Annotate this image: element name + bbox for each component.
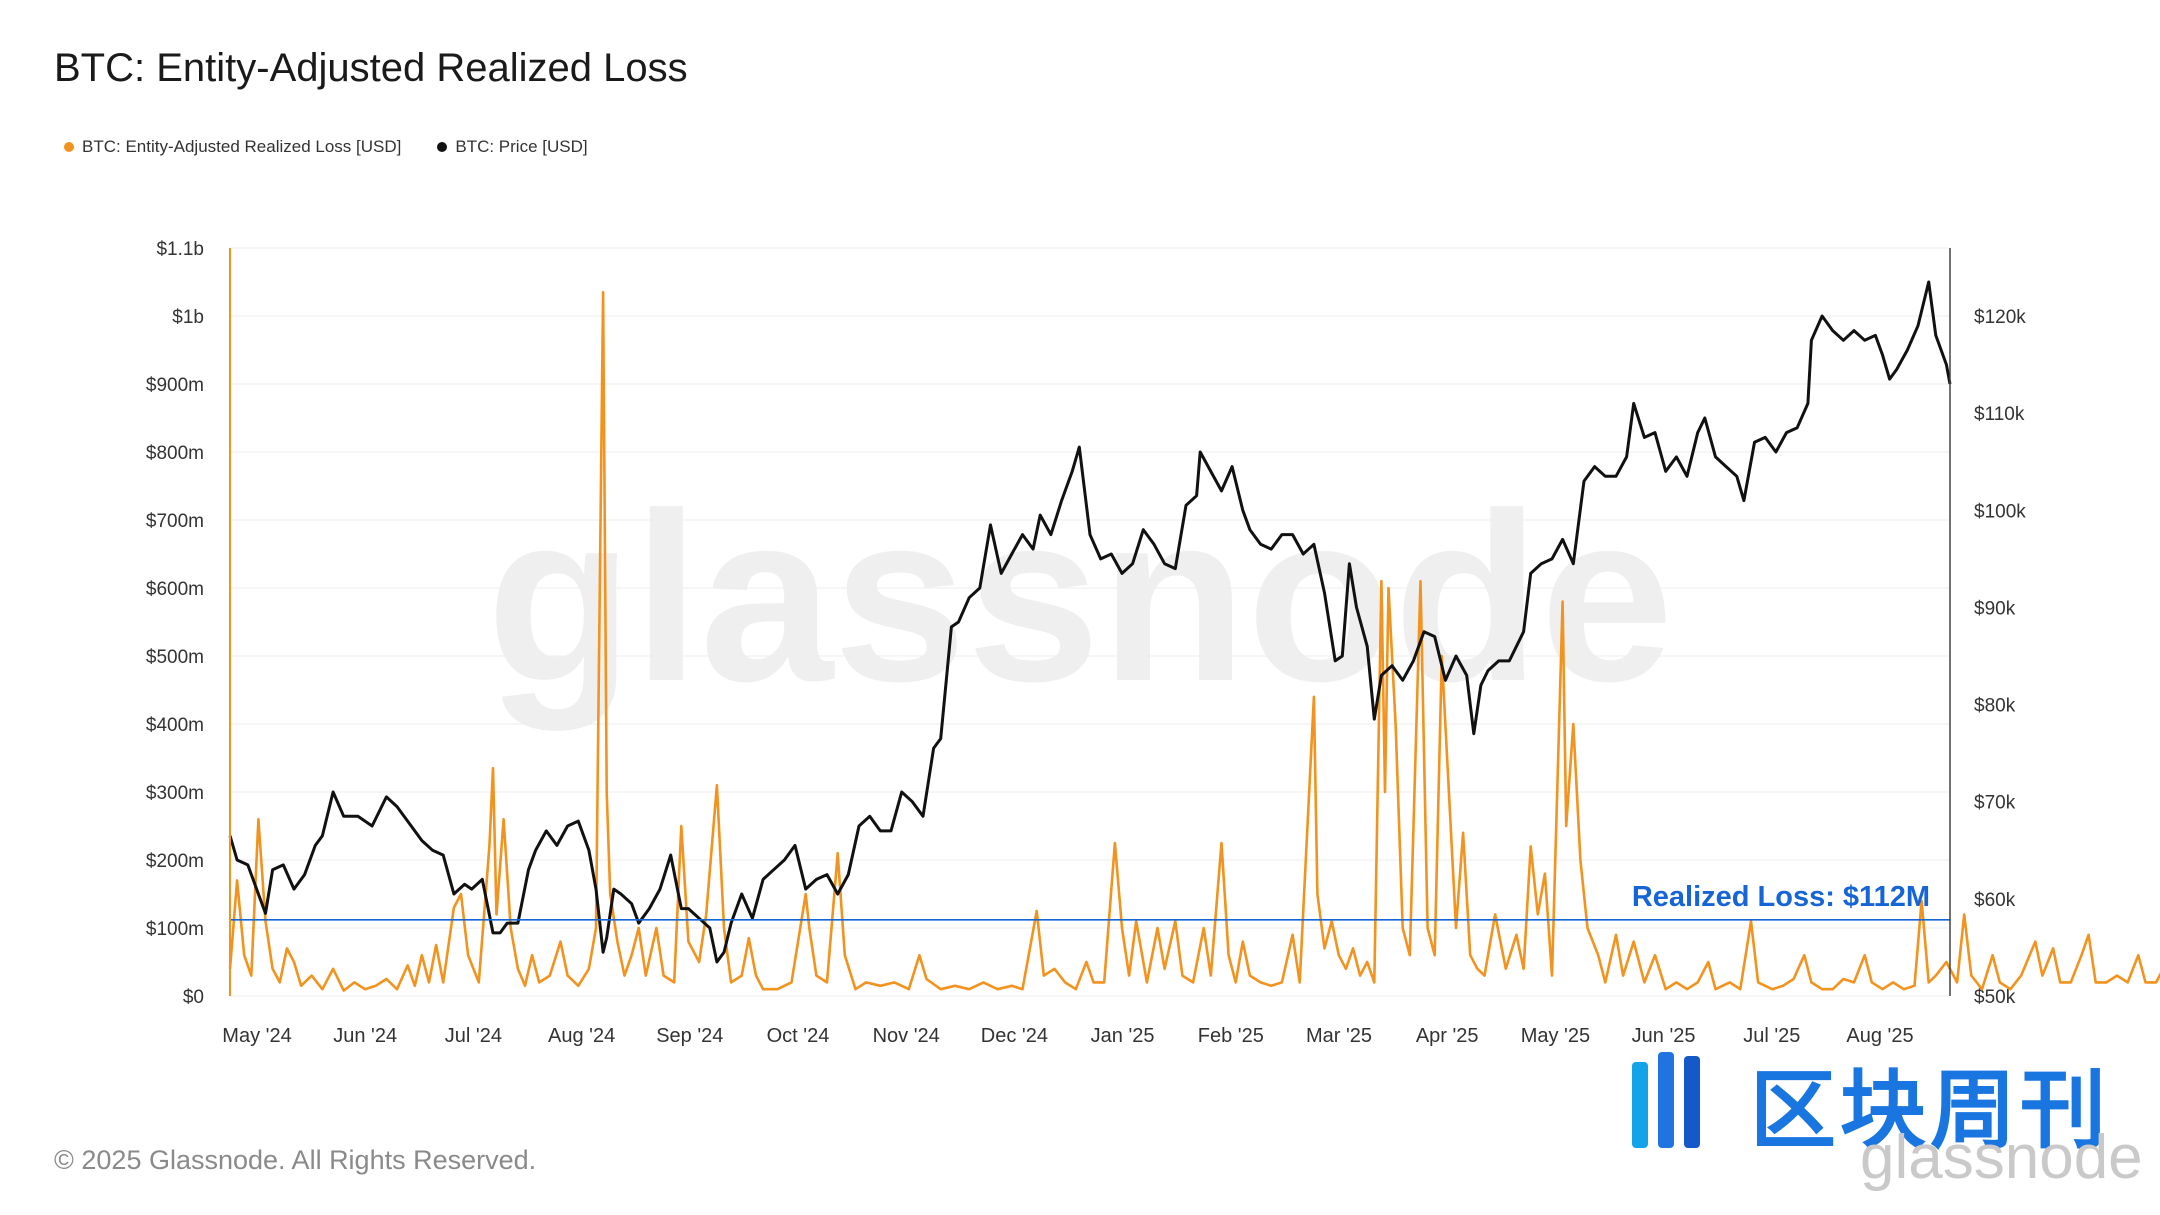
- left-tick-label: $1b: [172, 307, 204, 328]
- left-tick-label: $800m: [146, 443, 204, 464]
- chart-title: BTC: Entity-Adjusted Realized Loss: [54, 46, 688, 90]
- series-line: [228, 280, 1952, 964]
- right-tick-label: $120k: [1974, 307, 2026, 328]
- x-tick-label: Aug '24: [548, 1025, 615, 1047]
- legend-label-realized-loss: BTC: Entity-Adjusted Realized Loss [USD]: [82, 137, 402, 156]
- left-tick-label: $900m: [146, 375, 204, 396]
- right-axis-ticks: $50k $60k $70k $80k $90k $100k $110k $120k: [1974, 307, 2026, 1008]
- series-price: [228, 280, 1952, 964]
- left-axis-ticks: $0 $100m $200m $300m $400m $500m $600m $700m $80…: [146, 239, 204, 1008]
- background-watermark: glassnode: [487, 463, 1674, 731]
- legend-item-price[interactable]: BTC: Price [USD]: [437, 137, 588, 157]
- right-tick-label: $110k: [1974, 404, 2025, 425]
- left-tick-label: $700m: [146, 511, 204, 532]
- right-tick-label: $70k: [1974, 793, 2016, 814]
- glassnode-watermark: glassnode: [1860, 1123, 2143, 1192]
- right-tick-label: $80k: [1974, 696, 2016, 717]
- x-tick-label: May '25: [1521, 1025, 1590, 1047]
- legend-item-realized-loss[interactable]: BTC: Entity-Adjusted Realized Loss [USD]: [64, 137, 401, 157]
- left-tick-label: $200m: [146, 851, 204, 872]
- legend: BTC: Entity-Adjusted Realized Loss [USD]…: [64, 137, 588, 157]
- x-tick-label: Mar '25: [1306, 1025, 1372, 1047]
- copyright-footer: © 2025 Glassnode. All Rights Reserved.: [54, 1145, 537, 1175]
- x-tick-label: Jun '24: [333, 1025, 397, 1047]
- x-tick-label: Sep '24: [656, 1025, 723, 1047]
- right-tick-label: $60k: [1974, 890, 2016, 911]
- right-tick-label: $100k: [1974, 501, 2026, 522]
- threshold-label: Realized Loss: $112M: [1632, 881, 1930, 913]
- x-tick-label: Apr '25: [1416, 1025, 1479, 1047]
- x-tick-label: Nov '24: [873, 1025, 940, 1047]
- x-tick-label: Oct '24: [767, 1025, 830, 1047]
- left-tick-label: $100m: [146, 919, 204, 940]
- left-tick-label: $0: [183, 987, 204, 1008]
- left-tick-label: $300m: [146, 783, 204, 804]
- legend-dot-realized-loss: [64, 142, 74, 152]
- x-tick-label: Jun '25: [1632, 1025, 1696, 1047]
- legend-dot-price: [437, 142, 448, 152]
- left-tick-label: $600m: [146, 579, 204, 600]
- annotation-group: Realized Loss: $112M: [230, 881, 1950, 921]
- x-tick-label: Jan '25: [1091, 1025, 1155, 1047]
- x-tick-label: May '24: [222, 1025, 291, 1047]
- legend-label-price: BTC: Price [USD]: [455, 137, 588, 156]
- publisher-watermark: 区块周刊: [1750, 1063, 2110, 1159]
- grid-lines: [230, 247, 1950, 997]
- x-tick-label: Feb '25: [1198, 1025, 1264, 1047]
- left-tick-label: $500m: [146, 647, 204, 668]
- publisher-logo-icon: [1632, 1052, 1700, 1148]
- right-tick-label: $50k: [1974, 987, 2016, 1008]
- series-realized-loss: [228, 290, 2160, 992]
- left-tick-label: $400m: [146, 715, 204, 736]
- right-tick-label: $90k: [1974, 598, 2016, 619]
- x-tick-label: Aug '25: [1846, 1025, 1913, 1047]
- x-axis-ticks: May '24 Jun '24 Jul '24 Aug '24 Sep '24 Oct '…: [222, 1025, 1913, 1047]
- series-line: [228, 290, 2160, 992]
- left-tick-label: $1.1b: [156, 239, 204, 260]
- x-tick-label: Dec '24: [981, 1025, 1048, 1047]
- x-tick-label: Jul '25: [1743, 1025, 1800, 1047]
- x-tick-label: Jul '24: [445, 1025, 502, 1047]
